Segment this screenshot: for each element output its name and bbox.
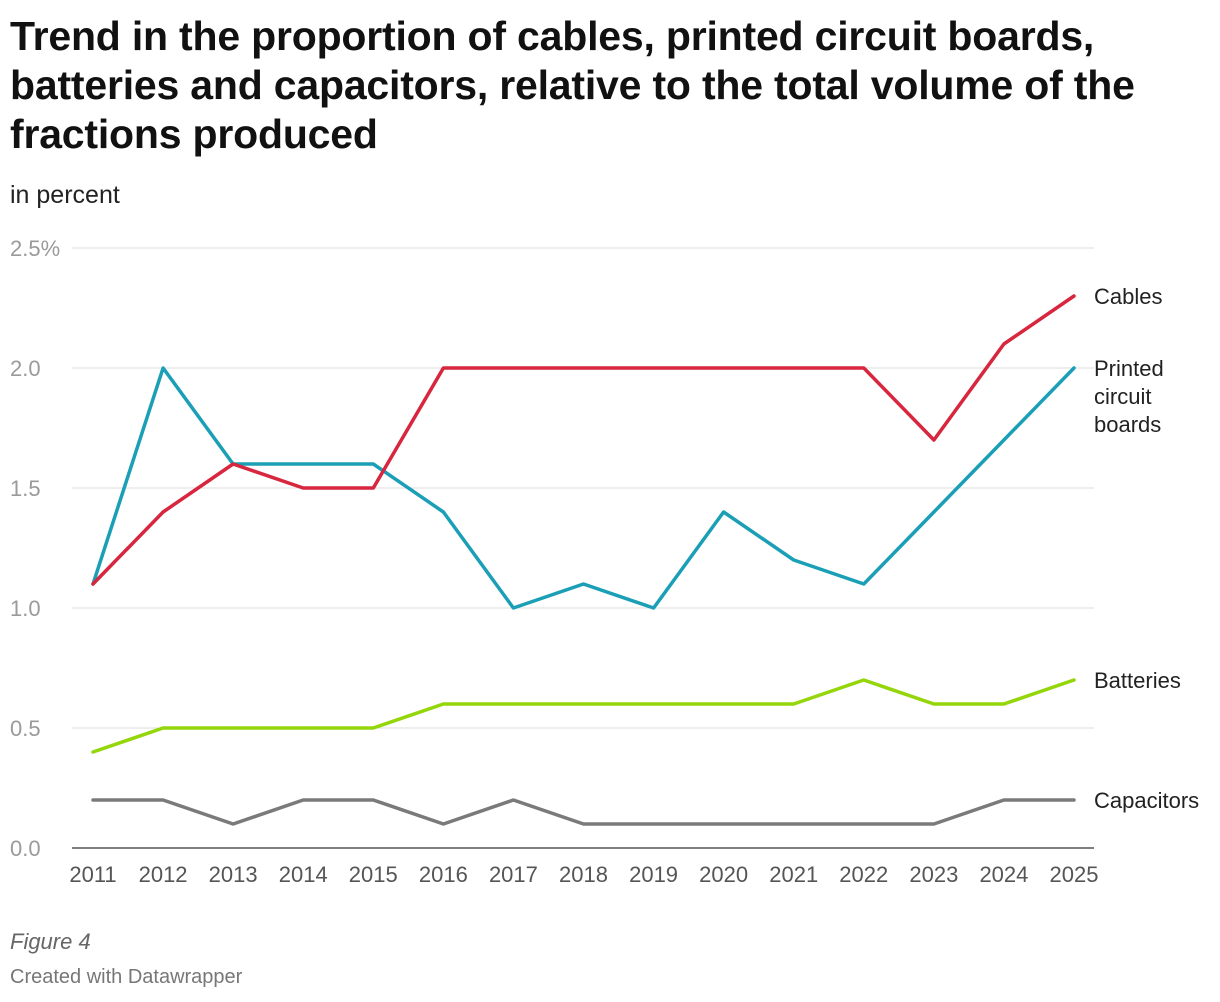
series-label-line: Cables [1094,284,1162,309]
series-label-line: Batteries [1094,668,1181,693]
series-label-printed-circuit-boards: Printed circuit boards [1094,356,1164,437]
x-tick-label: 2017 [489,862,538,887]
x-tick-label: 2012 [139,862,188,887]
credit-line: Created with Datawrapper [10,966,243,988]
y-tick-label: 1.0 [10,596,41,621]
series-line-cables [91,294,1076,586]
x-tick-label: 2022 [839,862,888,887]
x-tick-label: 2015 [349,862,398,887]
series-label-line: circuit [1094,384,1151,409]
x-tick-label: 2024 [979,862,1028,887]
x-tick-label: 2016 [419,862,468,887]
chart-subtitle: in percent [10,181,120,209]
x-tick-label: 2025 [1050,862,1099,887]
x-tick-label: 2013 [209,862,258,887]
series-label-batteries: Batteries [1094,668,1181,693]
series-label-line: Capacitors [1094,788,1199,813]
x-tick-label: 2018 [559,862,608,887]
y-tick-label: 0.0 [10,836,41,861]
series-line-capacitors [91,798,1076,826]
x-tick-label: 2014 [279,862,328,887]
x-tick-label: 2020 [699,862,748,887]
chart-title: Trend in the proportion of cables, print… [10,13,1135,157]
series-label-line: boards [1094,412,1161,437]
series-line-batteries [91,678,1076,754]
y-tick-label: 2.0 [10,356,41,381]
series-label-capacitors: Capacitors [1094,788,1199,813]
figure-caption: Figure 4 [10,929,91,954]
x-tick-label: 2011 [69,862,116,887]
x-tick-label: 2021 [769,862,818,887]
y-tick-label: 2.5% [10,236,60,261]
x-tick-label: 2023 [909,862,958,887]
series-label-line: Printed [1094,356,1164,381]
y-tick-label: 1.5 [10,476,41,501]
x-tick-label: 2019 [629,862,678,887]
series-label-cables: Cables [1094,284,1162,309]
y-tick-label: 0.5 [10,716,41,741]
series-line-printed-circuit-boards [91,366,1076,610]
